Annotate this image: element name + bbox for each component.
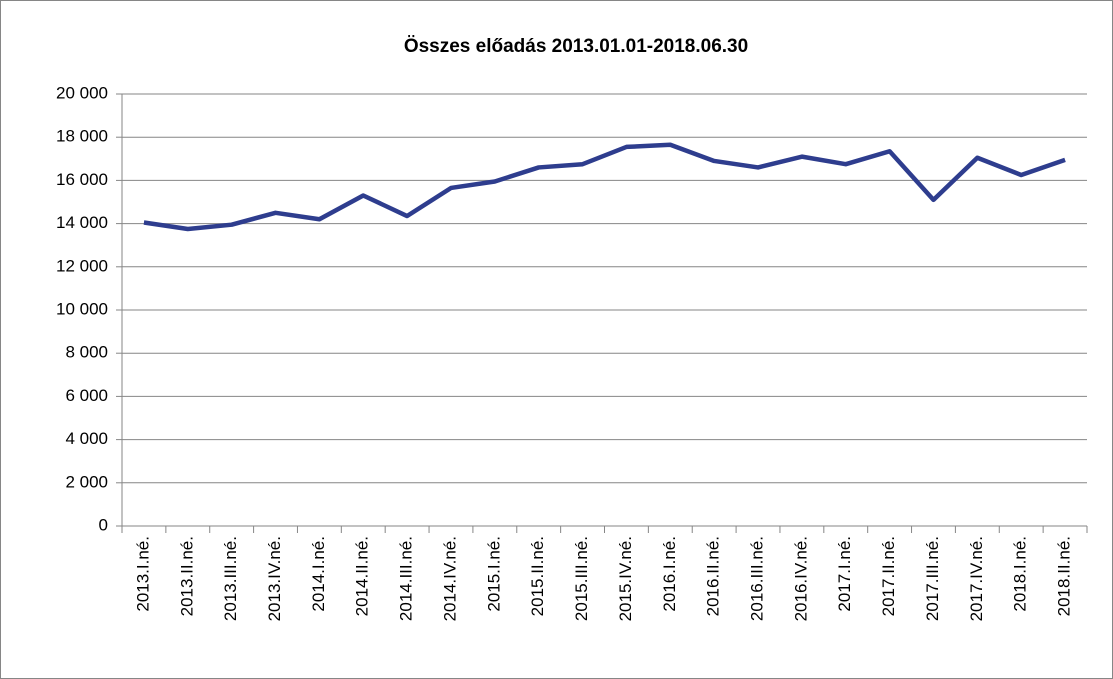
x-tick-label: 2016.III.né.	[748, 536, 767, 621]
chart-title: Összes előadás 2013.01.01-2018.06.30	[404, 36, 748, 57]
x-tick-label: 2017.I.né.	[835, 536, 854, 612]
x-tick-label: 2013.II.né.	[177, 536, 196, 616]
x-tick-label: 2014.II.né.	[353, 536, 372, 616]
y-tick-label: 12 000	[56, 256, 108, 275]
x-tick-label: 2014.IV.né.	[440, 536, 459, 621]
x-tick-label: 2017.III.né.	[923, 536, 942, 621]
x-tick-label: 2015.II.né.	[528, 536, 547, 616]
x-tick-label: 2018.I.né.	[1011, 536, 1030, 612]
x-tick-label: 2014.I.né.	[309, 536, 328, 612]
x-tick-label: 2016.IV.né.	[791, 536, 810, 621]
x-tick-label: 2013.IV.né.	[265, 536, 284, 621]
x-tick-label: 2015.III.né.	[572, 536, 591, 621]
y-tick-label: 6 000	[65, 386, 108, 405]
x-tick-label: 2013.I.né.	[133, 536, 152, 612]
y-tick-label: 14 000	[56, 213, 108, 232]
y-tick-label: 2 000	[65, 472, 108, 491]
x-tick-label: 2014.III.né.	[397, 536, 416, 621]
y-tick-label: 10 000	[56, 299, 108, 318]
x-tick-label: 2013.III.né.	[221, 536, 240, 621]
y-tick-label: 4 000	[65, 429, 108, 448]
y-tick-label: 16 000	[56, 170, 108, 189]
x-tick-label: 2016.I.né.	[660, 536, 679, 612]
x-tick-label: 2015.IV.né.	[616, 536, 635, 621]
x-tick-label: 2016.II.né.	[704, 536, 723, 616]
x-tick-label: 2015.I.né.	[484, 536, 503, 612]
y-tick-label: 0	[99, 515, 108, 534]
x-tick-label: 2017.II.né.	[879, 536, 898, 616]
y-tick-label: 8 000	[65, 343, 108, 362]
x-tick-label: 2017.IV.né.	[967, 536, 986, 621]
y-tick-label: 20 000	[56, 83, 108, 102]
x-tick-label: 2018.II.né.	[1055, 536, 1074, 616]
data-line	[143, 142, 1066, 232]
y-tick-label: 18 000	[56, 127, 108, 146]
